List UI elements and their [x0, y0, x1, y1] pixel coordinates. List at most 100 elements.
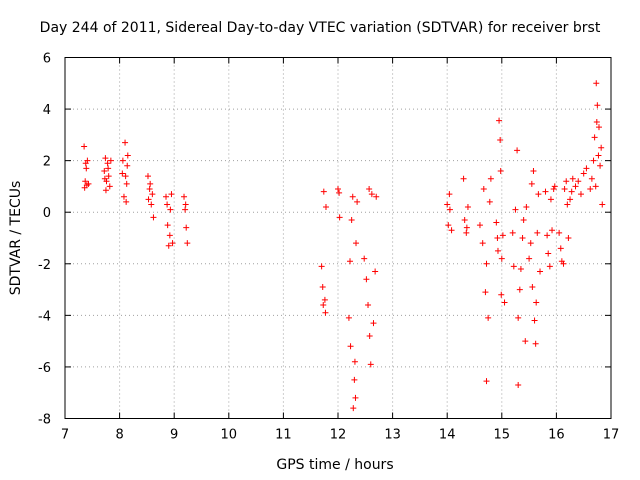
y-tick-label: 0: [43, 206, 51, 221]
data-point: [351, 358, 358, 365]
data-point: [164, 201, 171, 208]
data-point: [486, 198, 493, 205]
data-point: [550, 186, 557, 193]
data-point: [366, 186, 373, 193]
data-point: [598, 144, 605, 151]
data-point: [519, 235, 526, 241]
data-point: [350, 405, 357, 412]
data-point: [483, 260, 490, 267]
data-point: [84, 157, 91, 164]
data-point: [516, 286, 523, 293]
y-tick-label: 6: [43, 52, 51, 67]
data-point: [184, 240, 191, 247]
data-point: [523, 204, 530, 211]
data-point: [336, 214, 343, 221]
data-point: [169, 240, 176, 247]
data-point: [509, 229, 516, 236]
data-point: [583, 165, 590, 172]
data-point: [592, 183, 599, 190]
data-point: [322, 204, 329, 211]
y-tick-label: 4: [43, 103, 51, 118]
data-point: [556, 229, 563, 236]
data-point: [535, 191, 542, 198]
data-point: [345, 314, 352, 321]
data-point: [102, 155, 109, 162]
data-point: [372, 268, 379, 275]
data-point: [365, 302, 372, 309]
data-point: [183, 224, 190, 231]
data-point: [367, 361, 374, 368]
data-point: [569, 175, 576, 182]
data-point: [352, 394, 359, 401]
data-point: [544, 232, 551, 239]
x-tick-label: 12: [330, 428, 347, 443]
data-point: [497, 167, 504, 174]
y-tick-label: -8: [38, 413, 51, 428]
data-point: [563, 178, 570, 185]
data-point: [575, 178, 582, 185]
y-tick-label: -6: [38, 361, 51, 376]
data-point: [147, 180, 154, 187]
data-point: [106, 183, 113, 190]
data-point: [542, 188, 549, 195]
data-point: [168, 191, 175, 198]
data-point: [150, 214, 157, 221]
data-point: [353, 240, 360, 247]
data-point: [498, 255, 505, 262]
data-point: [532, 340, 539, 347]
data-point: [512, 206, 519, 213]
data-point: [464, 204, 471, 211]
data-point: [515, 381, 522, 388]
data-point: [321, 296, 328, 303]
data-point: [320, 302, 327, 309]
data-point: [165, 242, 172, 249]
data-point: [577, 191, 584, 198]
data-point: [529, 283, 536, 290]
chart-title: Day 244 of 2011, Sidereal Day-to-day VTE…: [39, 20, 601, 36]
data-point: [123, 180, 130, 187]
data-point: [318, 263, 325, 270]
data-point: [81, 184, 88, 191]
y-tick-label: -2: [38, 258, 51, 273]
data-point: [463, 229, 470, 236]
data-point: [354, 198, 361, 205]
data-point: [83, 165, 90, 172]
data-point: [545, 250, 552, 257]
data-point: [561, 186, 568, 193]
data-point: [102, 187, 109, 194]
data-point: [448, 227, 455, 234]
data-point: [461, 216, 468, 223]
data-point: [537, 268, 544, 275]
x-axis-label: GPS time / hours: [276, 457, 394, 473]
data-point: [363, 276, 370, 283]
data-point: [497, 137, 504, 144]
data-point: [593, 80, 600, 87]
data-point: [549, 227, 556, 234]
data-point: [336, 189, 343, 196]
data-point: [124, 162, 131, 169]
data-point: [591, 134, 598, 141]
data-point: [496, 117, 503, 124]
y-axis-label: SDTVAR / TECUs: [8, 180, 24, 296]
data-point: [348, 216, 355, 223]
data-point: [373, 193, 380, 200]
data-point: [547, 196, 554, 203]
data-point: [510, 263, 517, 270]
data-point: [533, 299, 540, 306]
data-point: [82, 178, 89, 185]
data-point: [182, 206, 189, 213]
data-point: [167, 206, 174, 213]
data-point: [123, 198, 130, 205]
data-point: [149, 191, 156, 198]
data-point: [446, 206, 453, 213]
data-point: [546, 263, 553, 270]
data-point: [181, 193, 188, 200]
data-point: [120, 193, 127, 200]
data-point: [530, 167, 537, 174]
data-point: [580, 170, 587, 177]
data-point: [366, 332, 373, 339]
x-tick-label: 7: [61, 428, 69, 443]
data-point: [368, 191, 375, 198]
data-points: [81, 80, 606, 412]
